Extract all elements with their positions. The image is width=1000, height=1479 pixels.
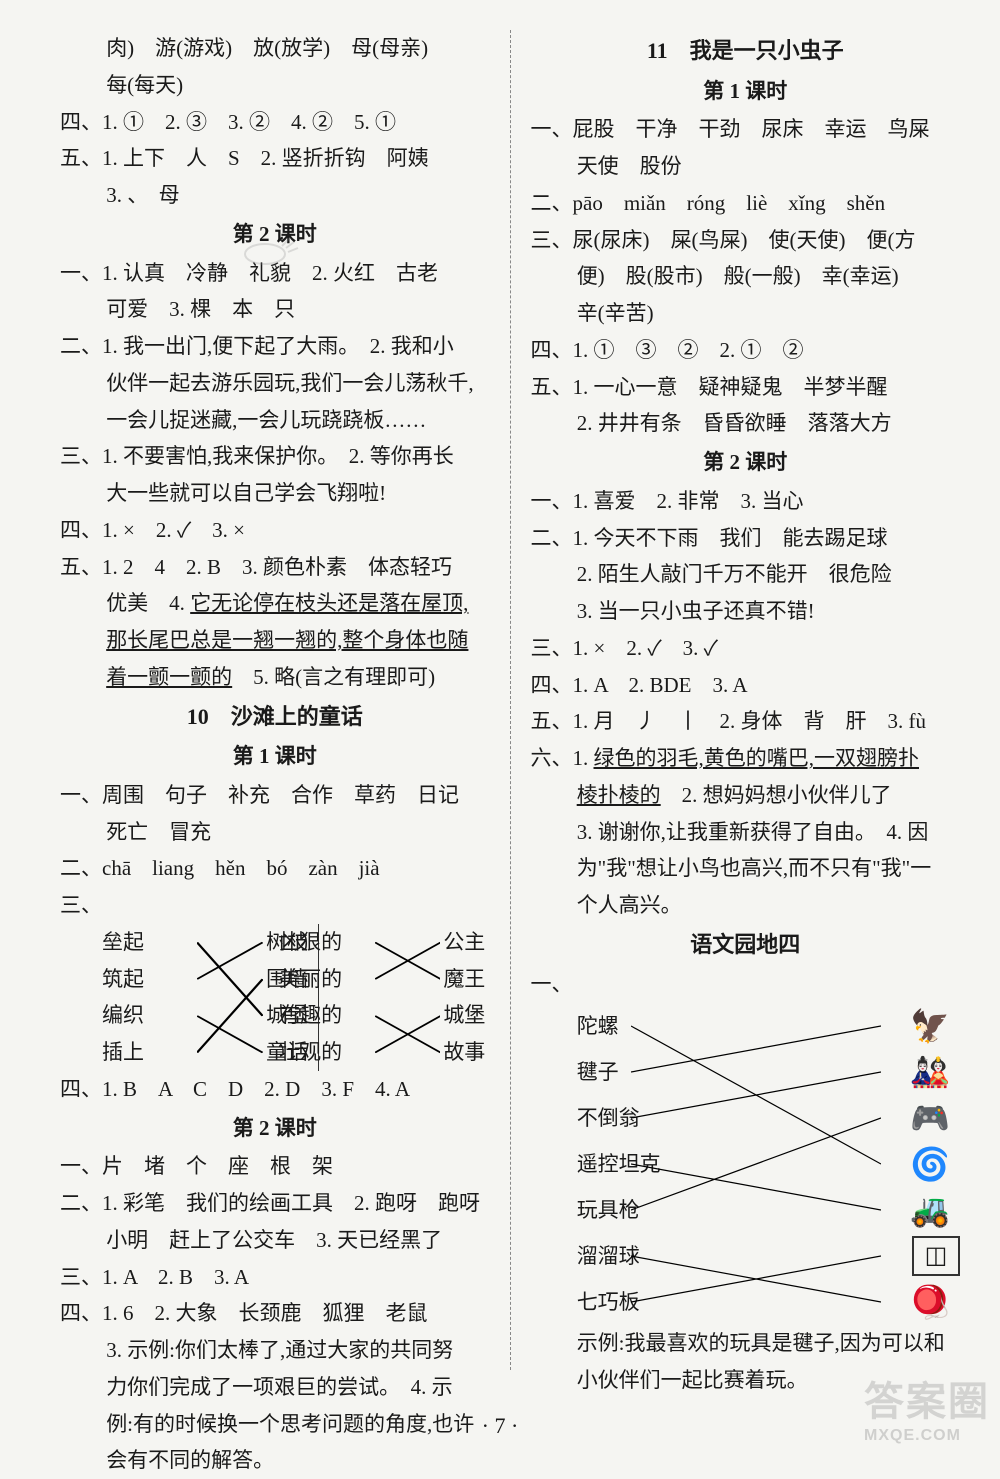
text-line: 辛(辛苦): [531, 295, 961, 332]
match-lines-icon: [197, 924, 263, 1071]
text-line: 便) 股(股市) 般(一般) 幸(幸运): [531, 258, 961, 295]
toy-icon: 🚜: [900, 1189, 960, 1231]
text-line: 三、尿(尿床) 屎(鸟屎) 使(天使) 便(方: [531, 222, 961, 259]
text-line: 四、1. ① 2. ③ 3. ② 4. ② 5. ①: [60, 104, 490, 141]
text-line: 二、1. 彩笔 我们的绘画工具 2. 跑呀 跑呀: [60, 1185, 490, 1222]
page-columns: 肉) 游(游戏) 放(放学) 母(母亲) 每(每天) 四、1. ① 2. ③ 3…: [60, 30, 960, 1370]
text-line: 小明 赶上了公交车 3. 天已经黑了: [60, 1222, 490, 1259]
text-line: 为"我"想让小鸟也高兴,而不只有"我"一: [531, 850, 961, 887]
right-column: 11 我是一只小虫子 第 1 课时 一、屁股 干净 干劲 尿床 幸运 鸟屎 天使…: [531, 30, 961, 1370]
section-title: 11 我是一只小虫子: [531, 32, 961, 71]
text-line: 死亡 冒充: [60, 814, 490, 851]
section-subtitle: 第 1 课时: [531, 73, 961, 110]
section-title: 10 沙滩上的童话: [60, 698, 490, 737]
text-line: 可爱 3. 棵 本 只: [60, 291, 490, 328]
text-line: 棱扑棱的 2. 想妈妈想小伙伴儿了: [531, 777, 961, 814]
toy-icon: 🎮: [900, 1097, 960, 1139]
text-line: 力你们完成了一项艰巨的尝试。 4. 示: [60, 1369, 490, 1406]
text-line: 伙伴一起去游乐园玩,我们一会儿荡秋千,: [60, 365, 490, 402]
match-section: 三、 垒起树枝 筑起围墙 编织城堡 插上童话 凶狠的公主: [60, 887, 490, 1071]
text-line: 那长尾巴总是一翘一翘的,整个身体也随: [60, 622, 490, 659]
toy-icon: 🎎: [900, 1051, 960, 1093]
text-line: 四、1. B A C D 2. D 3. F 4. A: [60, 1071, 490, 1108]
text-line: 3. 谢谢你,让我重新获得了自由。 4. 因: [531, 814, 961, 851]
text-line: 一会儿捉迷藏,一会儿玩跷跷板……: [60, 402, 490, 439]
text-line: 2. 陌生人敲门千万不能开 很危险: [531, 556, 961, 593]
text-line: 三、1. 不要害怕,我来保护你。 2. 等你再长: [60, 438, 490, 475]
text-line: 天使 股份: [531, 148, 961, 185]
text-line: 会有不同的解答。: [60, 1442, 490, 1479]
match-right: 凶狠的公主 美丽的魔王 有趣的城堡 壮观的故事: [325, 924, 489, 1071]
text-line: 四、1. 6 2. 大象 长颈鹿 狐狸 老鼠: [60, 1295, 490, 1332]
text-line: 二、chā liang hěn bó zàn jià: [60, 850, 490, 887]
text-line: 五、1. 上下 人 S 2. 竖折折钩 阿姨: [60, 140, 490, 177]
section-subtitle: 第 2 课时: [60, 1110, 490, 1147]
text-line: 优美 4. 它无论停在枝头还是落在屋顶,: [60, 585, 490, 622]
text-line: 示例:我最喜欢的玩具是毽子,因为可以和: [531, 1325, 961, 1362]
text-line: 每(每天): [60, 67, 490, 104]
text-line: 2. 井井有条 昏昏欲睡 落落大方: [531, 405, 961, 442]
section-subtitle: 第 2 课时: [531, 444, 961, 481]
toy-icon: ◫: [912, 1236, 960, 1276]
section-subtitle: 第 1 课时: [60, 738, 490, 775]
text-line: 3. 示例:你们太棒了,通过大家的共同努: [60, 1332, 490, 1369]
section-title: 语文园地四: [531, 926, 961, 965]
match-lines-icon: [375, 924, 441, 1071]
text-line: 三、1. × 2. ✓ 3. ✓: [531, 630, 961, 667]
text-line: 个人高兴。: [531, 887, 961, 924]
text-line: 着一颤一颤的 5. 略(言之有理即可): [60, 659, 490, 696]
toy-icon: 🦅: [900, 1005, 960, 1047]
text-line: 六、1. 绿色的羽毛,黄色的嘴巴,一双翅膀扑: [531, 740, 961, 777]
text-line: 四、1. A 2. BDE 3. A: [531, 667, 961, 704]
page-number: · 7 ·: [0, 1413, 1000, 1439]
column-divider: [510, 30, 511, 1370]
text-line: 一、屁股 干净 干劲 尿床 幸运 鸟屎: [531, 111, 961, 148]
watermark: 答案圈 MXQE.COM: [864, 1369, 990, 1445]
text-line: 五、1. 月 丿 丨 2. 身体 背 肝 3. fù: [531, 703, 961, 740]
yuandi-match: 陀螺🦅 毽子🎎 不倒翁🎮 遥控坦克🌀 玩具枪🚜 溜溜球◫ 七巧板🪀: [531, 1003, 961, 1325]
text-line: 肉) 游(游戏) 放(放学) 母(母亲): [60, 30, 490, 67]
text-line: 一、1. 喜爱 2. 非常 3. 当心: [531, 483, 961, 520]
text-line: 五、1. 一心一意 疑神疑鬼 半梦半醒: [531, 369, 961, 406]
text-line: 3. 、 母: [60, 177, 490, 214]
text-line: 大一些就可以自己学会飞翔啦!: [60, 475, 490, 512]
toy-icon: 🌀: [900, 1143, 960, 1185]
text-line: 3. 当一只小虫子还真不错!: [531, 593, 961, 630]
text-line: 二、1. 今天不下雨 我们 能去踢足球: [531, 520, 961, 557]
text-line: 二、pāo miǎn róng liè xǐng shěn: [531, 185, 961, 222]
text-line: 五、1. 2 4 2. B 3. 颜色朴素 体态轻巧: [60, 549, 490, 586]
watermark-carrot: [240, 232, 300, 272]
text-line: 四、1. × 2. ✓ 3. ×: [60, 512, 490, 549]
text-line: 二、1. 我一出门,便下起了大雨。 2. 我和小: [60, 328, 490, 365]
text-line: 三、1. A 2. B 3. A: [60, 1259, 490, 1296]
toy-icon: 🪀: [900, 1281, 960, 1323]
text-line: 四、1. ① ③ ② 2. ① ②: [531, 332, 961, 369]
left-column: 肉) 游(游戏) 放(放学) 母(母亲) 每(每天) 四、1. ① 2. ③ 3…: [60, 30, 490, 1370]
text-line: 一、周围 句子 补充 合作 草药 日记: [60, 777, 490, 814]
text-line: 一、片 堵 个 座 根 架: [60, 1148, 490, 1185]
text-line: 一、: [531, 966, 961, 1003]
